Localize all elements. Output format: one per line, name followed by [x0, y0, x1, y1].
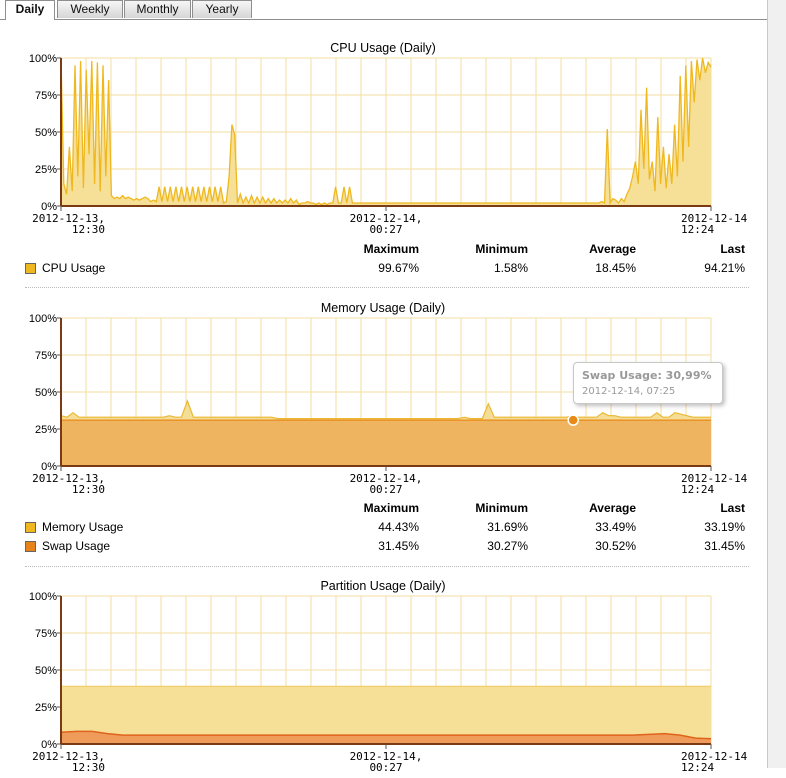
y-tick-label: 75% [35, 628, 57, 640]
legend-label: Swap Usage [42, 539, 111, 553]
cpu-max-value: 99.67% [378, 261, 419, 275]
x-tick-label: 2012-12-14 [681, 472, 748, 485]
tabs-baseline [0, 19, 768, 20]
scrollbar[interactable] [767, 0, 786, 768]
y-tick-label: 50% [35, 665, 57, 677]
x-tick-label: 00:27 [369, 483, 402, 496]
x-tick-label: 2012-12-14 [681, 212, 748, 225]
x-tick-label: 12:24 [681, 483, 714, 496]
swap-last-value: 31.45% [704, 539, 745, 553]
cpu-series-line [60, 57, 712, 206]
partition-chart-title: Partition Usage (Daily) [320, 579, 446, 593]
x-tick-label: 2012-12-14, [350, 212, 423, 225]
cpu-chart-title: CPU Usage (Daily) [330, 41, 436, 55]
cpu-chart: 100% 75% 50% 25% 0%2012-12-13,12:30 2012-12-1… [29, 53, 748, 236]
partition-series-1-area [61, 686, 711, 744]
tab-monthly[interactable]: Monthly [124, 0, 191, 18]
legend-label: Memory Usage [42, 520, 124, 534]
cpu-min-value: 1.58% [493, 261, 528, 275]
stat-header-minimum: Minimum [475, 501, 528, 515]
y-tick-label: 25% [35, 164, 57, 176]
partition-chart: 100%75%50%25%0%2012-12-13,12:302012-12-1… [29, 591, 748, 774]
y-tick-label: 50% [35, 127, 57, 139]
x-tick-label: 2012-12-14, [350, 472, 423, 485]
memory-section: Memory Usage (Daily) 100% 75% 50% 25% 0% 2012… [0, 300, 766, 560]
memory-chart-title: Memory Usage (Daily) [320, 301, 446, 315]
stat-header-minimum: Minimum [475, 242, 528, 256]
stat-header-last: Last [720, 242, 745, 256]
stat-header-average: Average [589, 242, 636, 256]
x-tick-label: 12:30 [72, 483, 105, 496]
tooltip-subtitle: 2012-12-14, 07:25 [582, 386, 676, 397]
legend-label: CPU Usage [42, 261, 106, 275]
cpu-avg-value: 18.45% [595, 261, 636, 275]
legend-swatch [25, 541, 36, 552]
x-tick-label: 12:30 [72, 223, 105, 236]
y-tick-label: 100% [29, 591, 57, 603]
y-tick-label: 0% [41, 461, 57, 473]
partition-series-2-line [60, 730, 712, 740]
tab-weekly[interactable]: Weekly [57, 0, 123, 18]
cpu-section: CPU Usage (Daily) 100% 75% 50% 25% 0% 2012-12… [0, 40, 766, 290]
memory-min-value: 31.69% [487, 520, 528, 534]
memory-chart: 100% 75% 50% 25% 0%2012-12-13,12:30 2012-12-1… [29, 313, 748, 496]
stat-header-last: Last [720, 501, 745, 515]
y-tick-label: 75% [35, 90, 57, 102]
y-tick-label: 25% [35, 424, 57, 436]
chart-tooltip: Swap Usage: 30,99% 2012-12-14, 07:25 [573, 362, 723, 404]
cpu-last-value: 94.21% [704, 261, 745, 275]
tab-daily[interactable]: Daily [5, 0, 55, 20]
y-tick-label: 100% [29, 313, 57, 325]
y-tick-label: 0% [41, 739, 57, 751]
x-tick-label: 00:27 [369, 223, 402, 236]
partition-series-2-area [61, 731, 711, 744]
x-tick-label: 2012-12-14 [681, 750, 748, 763]
x-tick-label: 12:24 [681, 223, 714, 236]
stat-header-average: Average [589, 501, 636, 515]
x-tick-label: 2012-12-14, [350, 750, 423, 763]
x-tick-label: 2012-12-13, [32, 472, 105, 485]
y-tick-label: 50% [35, 387, 57, 399]
memory-avg-value: 33.49% [595, 520, 636, 534]
stat-header-maximum: Maximum [363, 242, 419, 256]
y-tick-label: 100% [29, 53, 57, 65]
memory-series-line [60, 399, 711, 420]
legend-swatch [25, 522, 36, 533]
swap-max-value: 31.45% [378, 539, 419, 553]
swap-avg-value: 30.52% [595, 539, 636, 553]
swap-min-value: 30.27% [487, 539, 528, 553]
legend-swatch [25, 263, 36, 274]
section-divider [25, 566, 749, 567]
partition-section: Partition Usage (Daily) 100% 75% 50% 25% 0% 2… [0, 578, 766, 774]
memory-last-value: 33.19% [704, 520, 745, 534]
tooltip-title: Swap Usage: 30,99% [582, 369, 712, 382]
period-tabs: Daily Weekly Monthly Yearly [0, 0, 786, 20]
section-divider [25, 287, 749, 288]
stat-header-maximum: Maximum [363, 501, 419, 515]
memory-max-value: 44.43% [378, 520, 419, 534]
x-tick-label: 2012-12-13, [32, 212, 105, 225]
cpu-series-area [61, 58, 711, 206]
swap-series-area [61, 420, 711, 466]
y-tick-label: 0% [41, 201, 57, 213]
hover-marker [567, 414, 579, 426]
y-tick-label: 75% [35, 350, 57, 362]
x-tick-label: 2012-12-13, [32, 750, 105, 763]
y-tick-label: 25% [35, 702, 57, 714]
tab-yearly[interactable]: Yearly [192, 0, 252, 18]
